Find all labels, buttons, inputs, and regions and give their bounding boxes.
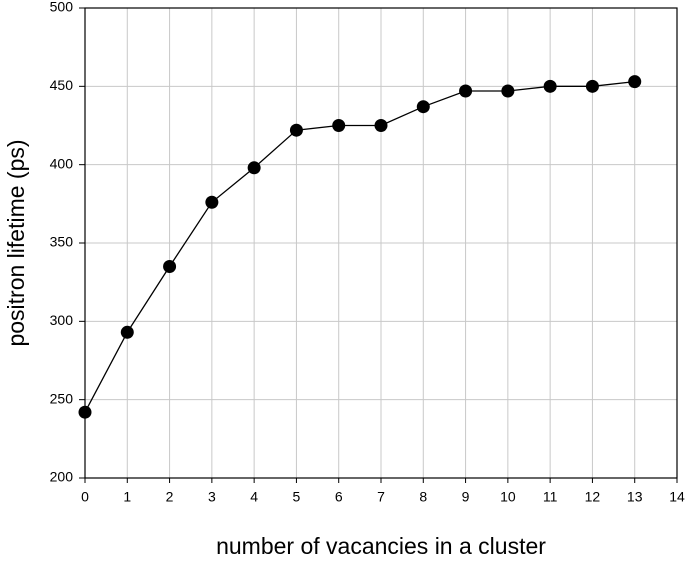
x-tick-label: 6 — [335, 489, 343, 505]
x-tick-label: 0 — [81, 489, 89, 505]
marker — [247, 161, 261, 175]
marker — [332, 119, 346, 132]
marker — [163, 260, 177, 273]
marker — [374, 119, 388, 132]
x-tick-label: 12 — [585, 489, 601, 505]
x-tick-label: 14 — [669, 489, 685, 505]
marker — [501, 84, 515, 98]
marker — [205, 195, 219, 209]
x-tick-label: 2 — [166, 489, 174, 505]
x-tick-label: 3 — [208, 489, 216, 505]
marker — [416, 100, 430, 114]
line — [84, 80, 635, 413]
marker — [120, 325, 134, 339]
x-tick-label: 4 — [250, 489, 258, 505]
y-tick-label: 300 — [50, 312, 74, 328]
y-tick-label: 450 — [50, 77, 74, 93]
x-tick-label: 9 — [462, 489, 470, 505]
y-tick-label: 400 — [50, 155, 74, 171]
marker — [543, 79, 557, 93]
y-axis-title: positron lifetime (ps) — [3, 139, 29, 346]
x-tick-label: 7 — [377, 489, 385, 505]
marker — [459, 84, 473, 98]
x-tick-label: 5 — [293, 489, 301, 505]
marker — [78, 405, 92, 419]
x-tick-label: 11 — [543, 489, 558, 505]
x-axis-title: number of vacancies in a cluster — [216, 533, 546, 559]
y-tick-label: 250 — [50, 390, 74, 406]
marker — [289, 123, 303, 137]
marker — [628, 75, 642, 89]
x-tick-label: 1 — [123, 489, 131, 505]
x-tick-label: 10 — [500, 489, 516, 505]
y-tick-label: 350 — [50, 234, 74, 250]
marker — [585, 79, 599, 93]
y-tick-label: 200 — [50, 469, 74, 485]
x-tick-label: 8 — [419, 489, 427, 505]
plot-frame — [84, 7, 678, 479]
y-tick-label: 500 — [50, 0, 74, 15]
x-tick-label: 13 — [627, 489, 643, 505]
